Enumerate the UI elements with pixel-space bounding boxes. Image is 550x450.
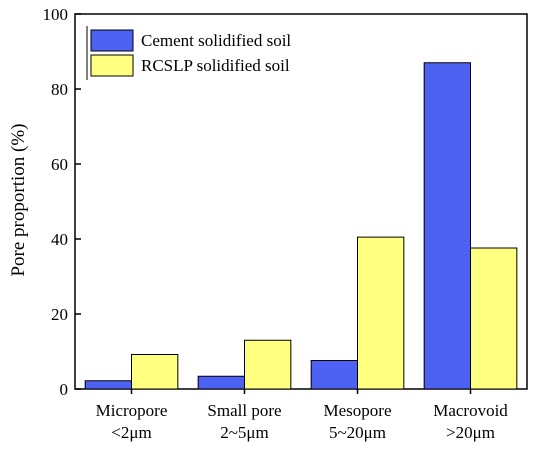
bar (244, 339, 292, 390)
y-tick-label: 20 (51, 305, 68, 324)
plot-frame (74, 13, 528, 390)
bars (84, 62, 518, 390)
legend-entry-label: Cement solidified soil (141, 31, 291, 50)
bar (310, 360, 359, 390)
y-ticks: 0 20 40 60 80 100 (43, 5, 81, 399)
axes (74, 13, 528, 394)
x-category-label: 2~5μm (220, 423, 269, 442)
x-category-label: Small pore (207, 401, 281, 420)
legend-swatch (90, 54, 134, 77)
y-tick-label: 80 (51, 80, 68, 99)
legend-swatch (90, 29, 134, 52)
bar (423, 62, 472, 390)
y-tick-label: 40 (51, 230, 68, 249)
y-tick-label: 0 (60, 380, 69, 399)
bar (357, 236, 405, 390)
x-category-label: <2μm (111, 423, 151, 442)
y-tick-label: 60 (51, 155, 68, 174)
x-category-label: >20μm (446, 423, 495, 442)
x-category-label: Mesopore (324, 401, 392, 420)
y-axis-label: Pore proportion (%) (8, 123, 29, 276)
legend: Cement solidified soil RCSLP solidified s… (86, 26, 291, 80)
bar (84, 380, 132, 390)
bar (197, 375, 245, 390)
bar (131, 354, 179, 390)
bar (470, 247, 518, 390)
x-category-label: Macrovoid (433, 401, 508, 420)
x-category-labels: Micropore <2μm Small pore 2~5μm Mesopore 5~20… (96, 401, 509, 442)
x-category-label: 5~20μm (329, 423, 386, 442)
x-category-label: Micropore (96, 401, 168, 420)
legend-entry-label: RCSLP solidified soil (141, 56, 290, 75)
y-tick-label: 100 (43, 5, 69, 24)
